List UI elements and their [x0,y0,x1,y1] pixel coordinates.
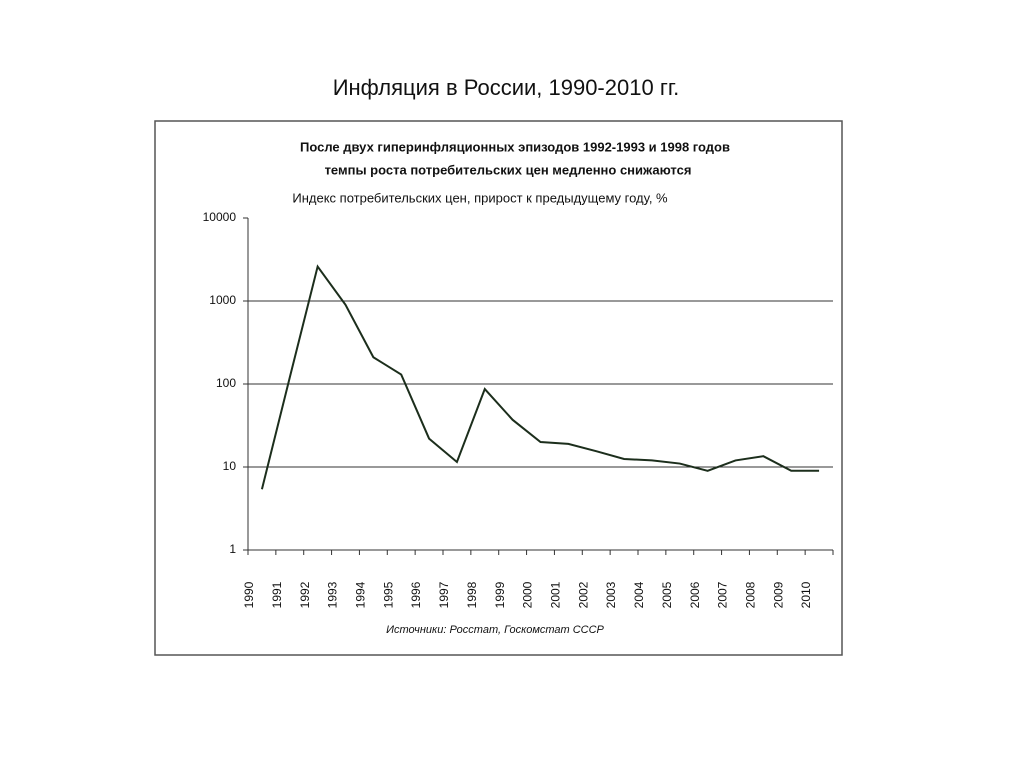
data-line [260,264,820,490]
chart-title: темпы роста потребительских цен медленно… [325,162,692,177]
x-tick-label: 1993 [326,581,340,608]
x-tick-label: 2010 [799,581,813,608]
x-tick-label: 1992 [298,581,312,608]
y-tick-label: 1000 [209,293,236,307]
x-tick-label: 1998 [465,581,479,608]
x-tick-label: 2005 [660,581,674,608]
y-tick-label: 1 [229,542,236,556]
chart-frame [154,120,843,656]
y-axis-label: Индекс потребительских цен, прирост к пр… [292,190,668,205]
x-tick-label: 2007 [716,581,730,608]
y-tick-label: 10 [223,459,237,473]
x-tick-label: 2008 [744,581,758,608]
x-tick-label: 1990 [242,581,256,608]
x-tick-label: 2003 [604,581,618,608]
x-tick-label: 2004 [632,581,646,608]
slide-title: Инфляция в России, 1990-2010 гг. [333,75,680,100]
x-tick-label: 1999 [493,581,507,608]
x-tick-label: 1994 [354,581,368,608]
x-tick-label: 2009 [771,581,785,608]
x-tick-label: 1995 [381,581,395,608]
y-tick-label: 10000 [203,210,237,224]
x-tick-label: 2006 [688,581,702,608]
x-tick-label: 2000 [521,581,535,608]
x-tick-label: 1997 [437,581,451,608]
chart-title: После двух гиперинфляционных эпизодов 19… [300,139,730,154]
x-tick-label: 2001 [549,581,563,608]
x-tick-label: 2002 [576,581,590,608]
x-tick-label: 1991 [270,581,284,608]
y-tick-label: 100 [216,376,236,390]
x-tick-label: 1996 [409,581,423,608]
source-note: Источники: Росстат, Госкомстат СССР [386,624,604,636]
